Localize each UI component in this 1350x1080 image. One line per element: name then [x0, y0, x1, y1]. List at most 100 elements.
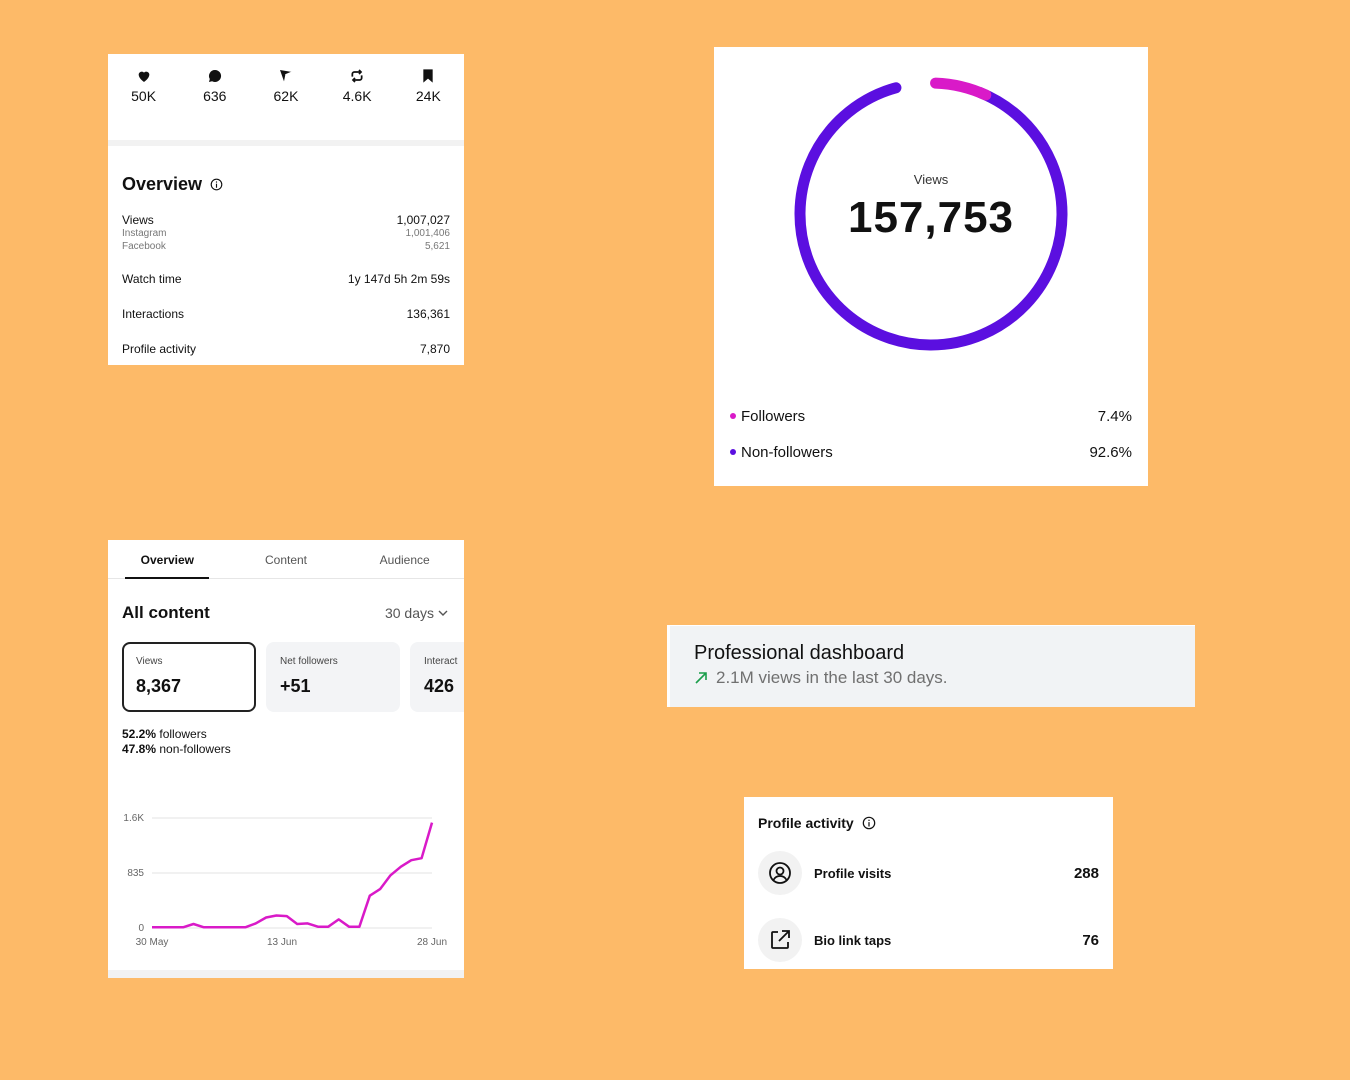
nonfollowers-split-text: non-followers [159, 742, 231, 756]
nonfollowers-dot [730, 449, 736, 456]
instagram-label: Instagram [122, 228, 167, 239]
nonfollowers-label: Non-followers [741, 444, 833, 461]
followers-pct: 7.4% [1097, 408, 1132, 425]
tab-overview[interactable]: Overview [140, 553, 195, 567]
legend-followers: Followers 7.4% [730, 408, 1132, 425]
followers-split-text: followers [159, 727, 207, 741]
overview-title: Overview [122, 174, 203, 194]
all-content-card: Overview Content Audience All content 30… [108, 540, 464, 978]
external-link-icon [758, 918, 802, 962]
profile-visits-row[interactable]: Profile visits 288 [758, 851, 1099, 895]
x-tick-label: 30 May [136, 937, 169, 948]
section-divider [108, 140, 464, 146]
metric-interactions-value: 426 [424, 676, 455, 696]
comment-icon [208, 69, 221, 82]
nonfollowers-split-line: 47.8% non-followers [122, 742, 231, 756]
stat-reposts-value: 4.6K [342, 88, 372, 104]
metric-views-value: 8,367 [136, 676, 182, 696]
metric-net-followers-label: Net followers [280, 656, 338, 667]
facebook-label: Facebook [122, 241, 166, 252]
active-tab-indicator [125, 577, 209, 579]
y-tick-label: 835 [127, 868, 144, 879]
x-tick-label: 13 Jun [267, 937, 297, 948]
metric-views[interactable]: Views 8,367 [122, 642, 256, 712]
followers-split-pct: 52.2% [122, 727, 157, 741]
instagram-value: 1,001,406 [405, 228, 451, 239]
repost-icon [351, 69, 363, 83]
insights-tabs: Overview Content Audience [108, 540, 464, 579]
pro-dashboard-subtitle: 2.1M views in the last 30 days. [716, 668, 948, 687]
interactions-value: 136,361 [406, 307, 450, 321]
profile-visits-value: 288 [1073, 864, 1099, 882]
stat-saves-value: 24K [415, 88, 441, 104]
metric-net-followers-value: +51 [280, 676, 311, 696]
stat-saves[interactable]: 24K [398, 68, 458, 130]
metric-net-followers[interactable]: Net followers +51 [266, 642, 400, 712]
y-tick-label: 0 [138, 923, 144, 934]
views-donut-chart [794, 77, 1068, 351]
stat-comments-value: 636 [203, 88, 227, 104]
pro-dashboard-subtitle-row: 2.1M views in the last 30 days. [694, 668, 948, 688]
followers-split-line: 52.2% followers [122, 727, 207, 741]
profile-activity-row: Profile activity 7,870 [108, 342, 464, 356]
profile-activity-heading: Profile activity [758, 815, 876, 831]
y-tick-label: 1.6K [123, 813, 144, 824]
followers-dot [730, 413, 736, 420]
date-range-dropdown[interactable]: 30 days [385, 605, 448, 621]
card-bottom-band [108, 970, 464, 978]
metric-interactions-label: Interact [424, 656, 458, 667]
metric-interactions[interactable]: Interact 426 [410, 642, 464, 712]
views-label: Views [122, 213, 154, 227]
stat-likes-value: 50K [131, 88, 157, 104]
metric-views-label: Views [136, 656, 163, 667]
views-series-line [152, 822, 434, 929]
date-range-label: 30 days [384, 605, 434, 621]
profile-activity-title: Profile activity [758, 815, 854, 831]
tab-content[interactable]: Content [264, 553, 308, 567]
overview-views-row: Views 1,007,027 [108, 213, 464, 227]
watch-time-value: 1y 147d 5h 2m 59s [347, 272, 450, 286]
stat-shares[interactable]: 62K [256, 68, 316, 130]
stat-shares-value: 62K [273, 88, 299, 104]
watch-time-label: Watch time [122, 272, 182, 286]
facebook-row: Facebook 5,621 [108, 240, 464, 253]
profile-activity-label: Profile activity [122, 342, 197, 356]
all-content-title: All content [122, 603, 210, 622]
nonfollowers-split-pct: 47.8% [122, 742, 157, 756]
profile-activity-value: 7,870 [419, 342, 450, 356]
tab-audience[interactable]: Audience [379, 553, 430, 567]
all-content-header: All content 30 days [108, 603, 464, 623]
stat-comments[interactable]: 636 [185, 68, 245, 130]
chevron-down-icon [438, 610, 448, 616]
profile-activity-card: Profile activity Profile visits 288 Bio … [744, 797, 1113, 969]
bookmark-icon [423, 69, 434, 83]
facebook-value: 5,621 [424, 241, 450, 252]
overview-heading: Overview [122, 174, 464, 195]
watch-time-row: Watch time 1y 147d 5h 2m 59s [108, 272, 464, 286]
stat-likes[interactable]: 50K [114, 68, 174, 130]
instagram-row: Instagram 1,001,406 [108, 227, 464, 240]
info-icon[interactable] [210, 178, 223, 191]
views-line-chart: 0 835 1.6K 30 May 13 Jun 28 Jun [123, 813, 447, 948]
legend-nonfollowers: Non-followers 92.6% [730, 444, 1132, 461]
info-icon[interactable] [862, 816, 876, 830]
engagement-overview-card: 50K 636 62K 4.6K 24K Overview Views 1,00… [108, 54, 464, 365]
bio-link-taps-value: 76 [1082, 931, 1099, 949]
heart-icon [138, 71, 149, 82]
donut-center-label: Views [913, 172, 949, 187]
stat-reposts[interactable]: 4.6K [327, 68, 387, 130]
engagement-stats-row: 50K 636 62K 4.6K 24K [108, 54, 464, 130]
donut-followers-arc [794, 77, 1068, 351]
pro-dashboard-title: Professional dashboard [694, 642, 905, 664]
views-value: 1,007,027 [396, 213, 450, 227]
professional-dashboard-banner[interactable]: Professional dashboard 2.1M views in the… [667, 625, 1195, 707]
interactions-label: Interactions [122, 307, 185, 321]
send-icon [279, 70, 293, 82]
bio-link-taps-row[interactable]: Bio link taps 76 [758, 918, 1099, 962]
trending-up-arrow-icon [695, 672, 707, 684]
interactions-row: Interactions 136,361 [108, 307, 464, 321]
followers-label: Followers [741, 408, 806, 425]
profile-visits-label: Profile visits [814, 865, 892, 881]
nonfollowers-pct: 92.6% [1089, 444, 1132, 461]
bio-link-taps-label: Bio link taps [814, 932, 892, 948]
